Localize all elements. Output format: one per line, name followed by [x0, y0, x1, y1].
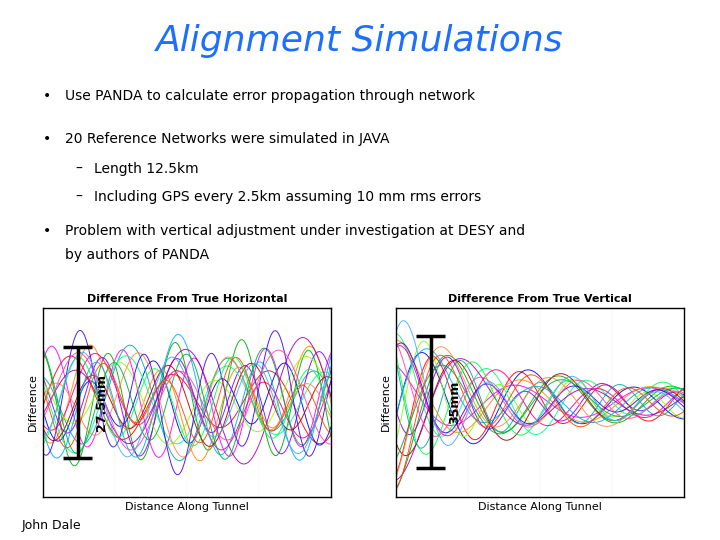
Title: Difference From True Vertical: Difference From True Vertical	[448, 294, 632, 304]
Text: 20 Reference Networks were simulated in JAVA: 20 Reference Networks were simulated in …	[65, 132, 390, 146]
Text: John Dale: John Dale	[22, 519, 81, 532]
Text: by authors of PANDA: by authors of PANDA	[65, 248, 209, 262]
Text: 35mm: 35mm	[448, 381, 461, 424]
Text: Use PANDA to calculate error propagation through network: Use PANDA to calculate error propagation…	[65, 89, 475, 103]
Text: 27.5mm: 27.5mm	[95, 374, 108, 431]
Y-axis label: Difference: Difference	[27, 373, 37, 431]
Text: Including GPS every 2.5km assuming 10 mm rms errors: Including GPS every 2.5km assuming 10 mm…	[94, 190, 481, 204]
Text: Length 12.5km: Length 12.5km	[94, 162, 198, 176]
Text: Problem with vertical adjustment under investigation at DESY and: Problem with vertical adjustment under i…	[65, 224, 525, 238]
Text: Alignment Simulations: Alignment Simulations	[156, 24, 564, 58]
Y-axis label: Difference: Difference	[380, 373, 390, 431]
Text: –: –	[76, 190, 83, 204]
Text: –: –	[76, 162, 83, 176]
X-axis label: Distance Along Tunnel: Distance Along Tunnel	[125, 502, 249, 512]
Text: •: •	[43, 132, 51, 146]
Title: Difference From True Horizontal: Difference From True Horizontal	[87, 294, 287, 304]
Text: •: •	[43, 89, 51, 103]
Text: •: •	[43, 224, 51, 238]
X-axis label: Distance Along Tunnel: Distance Along Tunnel	[478, 502, 602, 512]
